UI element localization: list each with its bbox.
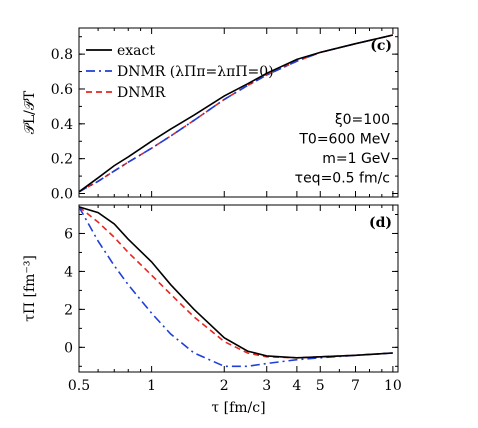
series-line-dnmr-0	[78, 206, 393, 368]
x-tick-label: 3	[262, 378, 271, 394]
series-line-exact	[78, 206, 393, 359]
y-tick-label: 0.4	[51, 117, 73, 133]
panel-label: (c)	[370, 38, 392, 54]
parameter-line: ξ0=100	[335, 112, 390, 128]
plot-frame	[78, 204, 399, 373]
series-line-dnmr-0	[78, 34, 394, 193]
parameter-line: τeq=0.5 fm/c	[295, 171, 390, 187]
legend-entry: DNMR (λΠπ=λπΠ=0)	[117, 64, 274, 80]
panel-label: (d)	[369, 215, 392, 231]
series-line-exact	[78, 34, 394, 193]
y-tick-label: 0.6	[51, 82, 73, 98]
x-tick-label: 10	[384, 378, 402, 394]
x-tick-label: 5	[316, 378, 325, 394]
y-tick-label: 6	[64, 226, 73, 242]
x-tick-label: 2	[220, 378, 229, 394]
y-axis-label: τΠ [fm⁻³]	[22, 255, 38, 322]
y-tick-label: 4	[64, 264, 73, 280]
parameter-annotation: ξ0=100 T0=600 MeV m=1 GeV τeq=0.5 fm/c	[295, 112, 391, 187]
y-axis-label: 𝒫L/𝒫T	[22, 90, 38, 134]
x-axis-label: τ [fm/c]	[211, 400, 265, 416]
legend-entry: exact	[117, 43, 155, 59]
legend: exact DNMR (λΠπ=λπΠ=0) DNMR	[86, 43, 274, 101]
y-tick-label: 0.0	[51, 187, 73, 203]
panel-c: 0.0 0.2 0.4 0.6 0.8 (c) 𝒫L/𝒫T exact DNMR (λΠπ=λπ…	[22, 27, 399, 203]
legend-entry: DNMR	[117, 85, 166, 101]
y-tick-label: 0.8	[51, 47, 73, 63]
y-tick-label: 0.2	[51, 152, 73, 168]
parameter-line: T0=600 MeV	[298, 132, 390, 148]
plot-frame	[78, 27, 399, 198]
x-tick-label: 1	[147, 378, 156, 394]
x-tick-label: 0.5	[68, 378, 90, 394]
x-tick-label: 4	[292, 378, 301, 394]
y-tick-label: 0	[64, 340, 73, 356]
x-tick-label: 7	[351, 378, 360, 394]
parameter-line: m=1 GeV	[322, 151, 390, 167]
y-tick-label: 2	[64, 302, 73, 318]
